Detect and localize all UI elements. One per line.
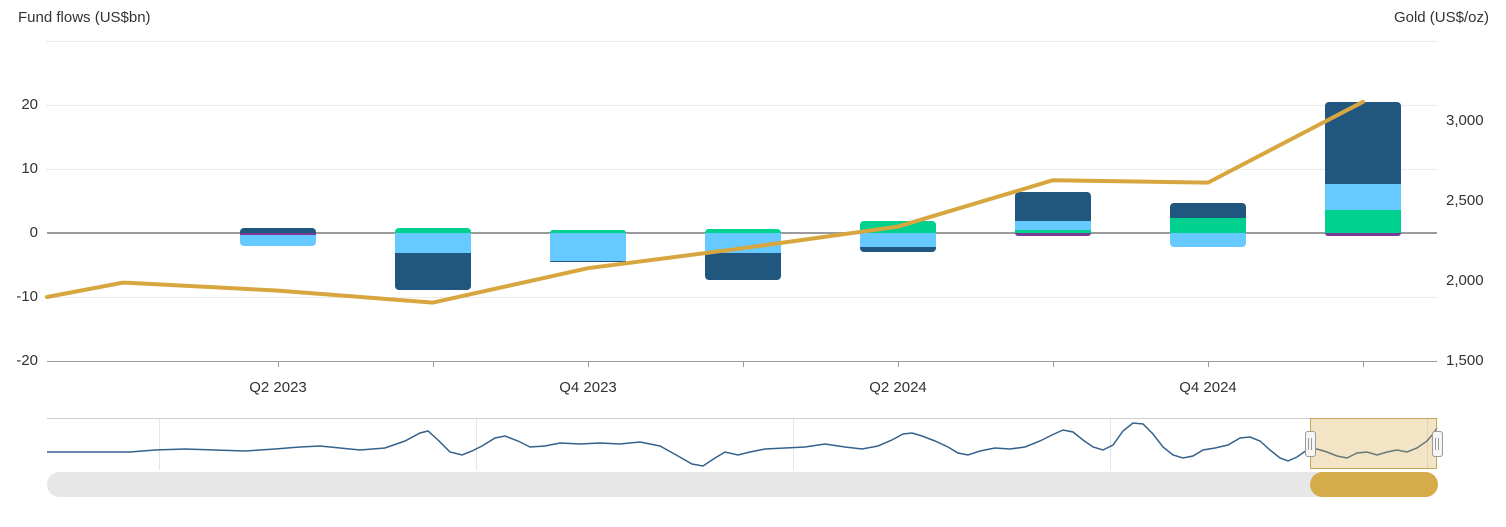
bar-segment-navy[interactable] <box>1015 192 1091 221</box>
navigator-selected-range[interactable] <box>1310 418 1437 469</box>
x-axis-line <box>47 361 1437 362</box>
bar-segment-light-blue[interactable] <box>550 233 626 261</box>
x-axis-tick <box>1208 361 1209 367</box>
navigator-separator <box>476 419 477 470</box>
bar-segment-purple[interactable] <box>1015 233 1091 237</box>
right-axis-label: 3,000 <box>1446 112 1484 129</box>
bar-segment-light-blue[interactable] <box>1170 233 1246 248</box>
bar-segment-navy[interactable] <box>860 247 936 252</box>
right-axis-title: Gold (US$/oz) <box>1393 9 1489 26</box>
y-axis-label: 0 <box>29 224 38 241</box>
bar-segment-light-blue[interactable] <box>860 233 936 248</box>
bar-segment-navy[interactable] <box>1325 102 1401 184</box>
gridline <box>47 105 1437 106</box>
x-axis-tick <box>433 361 434 367</box>
bar-segment-navy[interactable] <box>705 252 781 280</box>
bar-segment-light-blue[interactable] <box>1015 220 1091 230</box>
scrollbar-track[interactable] <box>47 472 1438 497</box>
x-axis-label: Q4 2024 <box>1179 379 1237 396</box>
gridline <box>47 297 1437 298</box>
gridline <box>47 169 1437 170</box>
x-axis-tick <box>898 361 899 367</box>
x-axis-tick <box>743 361 744 367</box>
navigator-separator <box>1110 419 1111 470</box>
navigator-separator <box>793 419 794 470</box>
y-axis-label: 20 <box>21 96 38 113</box>
right-axis-label: 1,500 <box>1446 352 1484 369</box>
gridline <box>47 41 1437 42</box>
bar-segment-light-blue[interactable] <box>395 233 471 254</box>
right-axis-label: 2,000 <box>1446 272 1484 289</box>
bar-segment-green[interactable] <box>1325 209 1401 233</box>
navigator-left-handle[interactable] <box>1304 431 1316 457</box>
x-axis-tick <box>1363 361 1364 367</box>
x-axis-tick <box>588 361 589 367</box>
x-axis-tick <box>1053 361 1054 367</box>
bar-segment-navy[interactable] <box>1170 202 1246 219</box>
y-axis-label: -10 <box>16 288 38 305</box>
y-axis-label: 10 <box>21 160 38 177</box>
x-axis-label: Q2 2023 <box>249 379 307 396</box>
navigator-separator <box>159 419 160 470</box>
navigator-top-border <box>47 418 1438 419</box>
navigator-sparkline <box>47 422 1438 467</box>
bar-segment-light-blue[interactable] <box>240 234 316 247</box>
y-axis-label: -20 <box>16 352 38 369</box>
bar-segment-navy[interactable] <box>395 253 471 290</box>
bar-segment-purple[interactable] <box>1325 233 1401 236</box>
x-axis-label: Q2 2024 <box>869 379 927 396</box>
x-axis-tick <box>278 361 279 367</box>
right-axis-label: 2,500 <box>1446 192 1484 209</box>
bar-segment-navy[interactable] <box>550 260 626 263</box>
scrollbar-thumb[interactable] <box>1310 472 1438 497</box>
bar-segment-green[interactable] <box>860 220 936 233</box>
x-axis-label: Q4 2023 <box>559 379 617 396</box>
bar-segment-light-blue[interactable] <box>705 233 781 253</box>
left-axis-title: Fund flows (US$bn) <box>18 9 151 26</box>
bar-segment-green[interactable] <box>1170 218 1246 233</box>
navigator-right-handle[interactable] <box>1431 431 1443 457</box>
bar-segment-light-blue[interactable] <box>1325 183 1401 210</box>
